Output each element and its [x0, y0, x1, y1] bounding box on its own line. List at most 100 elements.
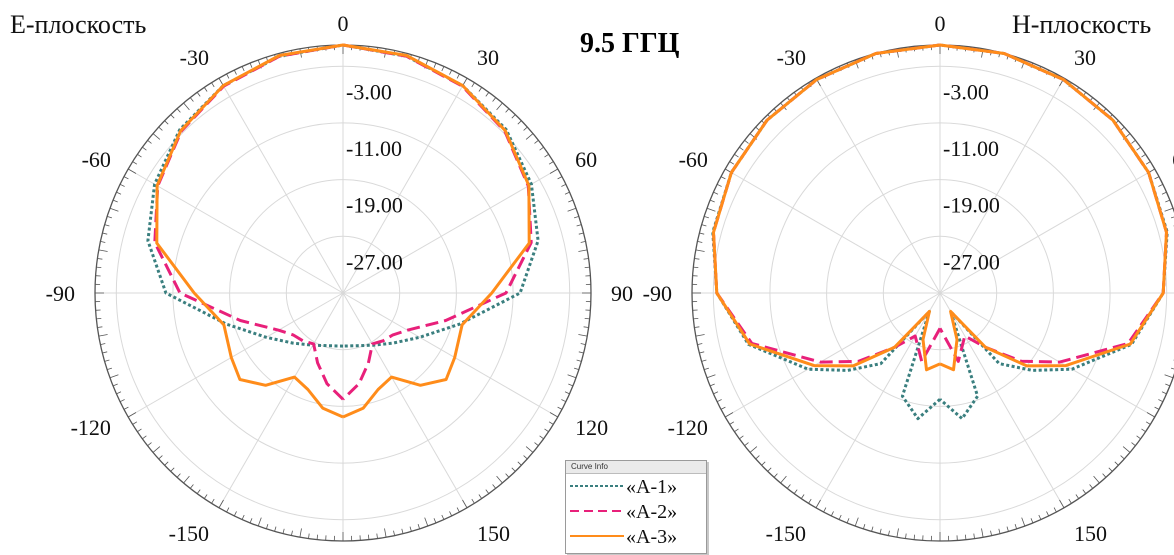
angle-tick	[496, 475, 503, 484]
angle-tick	[417, 523, 420, 530]
angle-tick	[492, 97, 497, 102]
angle-tick	[98, 249, 108, 252]
angle-tick	[1145, 421, 1151, 425]
angle-tick	[152, 446, 161, 453]
series-line-1	[146, 43, 540, 348]
angle-tick-label: -90	[46, 281, 75, 306]
angle-tick	[1122, 446, 1131, 453]
angle-tick	[1161, 191, 1167, 195]
angle-tick	[1131, 139, 1136, 144]
angle-tick	[1154, 176, 1160, 180]
angle-tick	[142, 435, 147, 440]
angle-tick-label: 180	[327, 553, 360, 555]
angle-tick	[1145, 161, 1151, 165]
angle-tick	[142, 146, 147, 151]
angle-tick	[517, 461, 522, 466]
angle-tick	[761, 461, 766, 466]
angle-tick	[147, 442, 152, 447]
angle-tick	[462, 499, 468, 508]
spoke-line	[724, 168, 941, 294]
angle-tick	[1161, 391, 1167, 395]
angle-tick	[112, 199, 118, 203]
angle-tick	[863, 523, 866, 530]
angle-tick	[158, 126, 163, 131]
angle-tick	[233, 511, 237, 517]
angle-tick-label: 30	[477, 45, 499, 70]
angle-tick-label: -150	[766, 521, 806, 546]
angle-tick	[433, 518, 437, 524]
angle-tick	[703, 367, 710, 370]
angle-tick	[123, 406, 129, 410]
angle-tick	[424, 517, 429, 527]
angle-tick	[584, 266, 590, 268]
angle-tick	[800, 494, 805, 499]
angle-tick	[485, 92, 490, 97]
angle-tick	[471, 498, 475, 504]
angle-tick	[119, 183, 125, 187]
angle-tick	[998, 528, 1001, 534]
angle-tick	[189, 484, 194, 489]
angle-tick	[368, 534, 370, 540]
angle-tick	[1146, 412, 1155, 418]
angle-tick	[580, 241, 586, 243]
angle-tick-label: 150	[477, 521, 510, 546]
angle-tick	[257, 517, 262, 527]
angle-tick	[846, 518, 850, 524]
angle-tick	[132, 421, 138, 425]
radial-tick-label: -11.00	[346, 136, 402, 161]
spoke-line	[218, 292, 344, 509]
angle-tick	[152, 133, 161, 140]
angle-tick	[1006, 526, 1009, 532]
angle-tick	[1141, 153, 1146, 158]
radial-tick-label: -27.00	[346, 249, 403, 274]
spoke-line	[939, 292, 1065, 509]
angle-tick	[564, 391, 570, 395]
spoke-line	[939, 77, 1065, 294]
angle-tick	[266, 523, 269, 530]
angle-tick	[716, 399, 722, 403]
angle-tick	[578, 249, 588, 252]
angle-tick	[492, 484, 497, 489]
angle-tick	[706, 207, 716, 212]
angle-tick	[100, 241, 106, 243]
angle-tick	[1136, 146, 1141, 151]
h-plane-title: Н-плоскость	[1012, 10, 1152, 39]
grid-circle	[769, 122, 1111, 464]
angle-tick	[1165, 383, 1171, 387]
angle-tick-label: 180	[924, 553, 957, 555]
angle-tick	[449, 511, 453, 517]
angle-tick	[291, 530, 293, 536]
angle-tick	[164, 120, 169, 125]
spoke-line	[939, 292, 1156, 418]
angle-tick	[815, 499, 821, 508]
grid-circle	[826, 179, 1054, 407]
angle-tick	[183, 102, 190, 111]
angle-tick-label: 0	[935, 11, 946, 36]
angle-tick	[557, 176, 563, 180]
angle-tick	[123, 176, 129, 180]
angle-tick	[694, 326, 700, 328]
radial-tick-label: -11.00	[943, 136, 999, 161]
angle-tick-label: 60	[575, 147, 597, 172]
spoke-line	[939, 168, 1156, 294]
angle-tick	[694, 258, 700, 260]
angle-tick	[896, 528, 899, 538]
angle-tick	[478, 87, 483, 92]
angle-tick	[573, 216, 580, 219]
spoke-line	[342, 292, 559, 418]
angle-tick	[523, 126, 528, 131]
angle-tick	[478, 494, 483, 499]
legend-label-a3: «А-3»	[626, 526, 678, 548]
angle-tick	[104, 224, 110, 227]
angle-tick	[1068, 498, 1072, 504]
angle-tick	[102, 232, 108, 235]
angle-tick	[697, 343, 703, 345]
angle-tick	[102, 351, 108, 354]
angle-tick	[744, 442, 749, 447]
angle-tick	[583, 258, 589, 260]
angle-tick	[734, 153, 739, 158]
angle-tick	[1053, 507, 1057, 513]
angle-tick	[109, 207, 119, 212]
spoke-line	[815, 292, 941, 509]
